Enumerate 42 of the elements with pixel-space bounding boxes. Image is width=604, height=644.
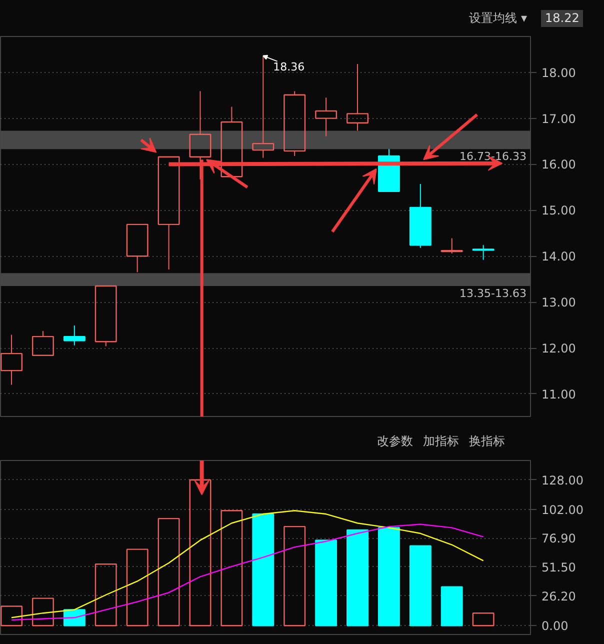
bar (315, 540, 338, 626)
y-tick-label: 51.50 (542, 560, 576, 574)
text: 换指标 (469, 433, 505, 450)
bar (472, 612, 494, 626)
y-tick-label: 102.00 (542, 502, 584, 517)
candlestick (409, 183, 432, 248)
bar (126, 548, 148, 626)
bar (409, 545, 432, 626)
bar (0, 606, 22, 626)
text: 加指标 (423, 433, 459, 450)
y-tick-label: 18.00 (542, 66, 576, 80)
text: 18.22 (541, 10, 584, 28)
y-tick-label: 26.20 (542, 589, 576, 604)
y-tick-label: 13.00 (542, 296, 576, 310)
bar (220, 510, 243, 626)
annotation: 18.36 (273, 60, 305, 74)
y-tick-label: 16.00 (542, 158, 576, 172)
y-tick-label: 12.00 (542, 342, 576, 356)
candlestick (346, 64, 368, 132)
candlestick (284, 90, 306, 156)
bar (94, 564, 117, 626)
bar (158, 518, 180, 626)
bar (378, 527, 400, 626)
text: 改参数 (377, 433, 413, 450)
bar (346, 529, 368, 626)
band-label: 16.73-16.33 (460, 150, 526, 164)
y-tick-label: 15.00 (542, 204, 576, 218)
y-tick-label: 0.00 (542, 619, 568, 634)
band-label: 13.35-13.63 (460, 287, 526, 300)
bar (32, 598, 54, 626)
bar (189, 479, 212, 626)
bar (252, 513, 274, 626)
candlestick (0, 334, 22, 386)
bar (440, 586, 463, 626)
y-tick-label: 17.00 (542, 112, 576, 126)
y-tick-label: 11.00 (542, 387, 576, 402)
y-tick-label: 14.00 (542, 250, 576, 264)
text: 设置均线 ▾ (469, 10, 527, 27)
candlestick (315, 97, 338, 137)
bar (284, 526, 306, 626)
y-tick-label: 128.00 (542, 473, 584, 488)
y-tick-label: 76.90 (542, 532, 576, 546)
